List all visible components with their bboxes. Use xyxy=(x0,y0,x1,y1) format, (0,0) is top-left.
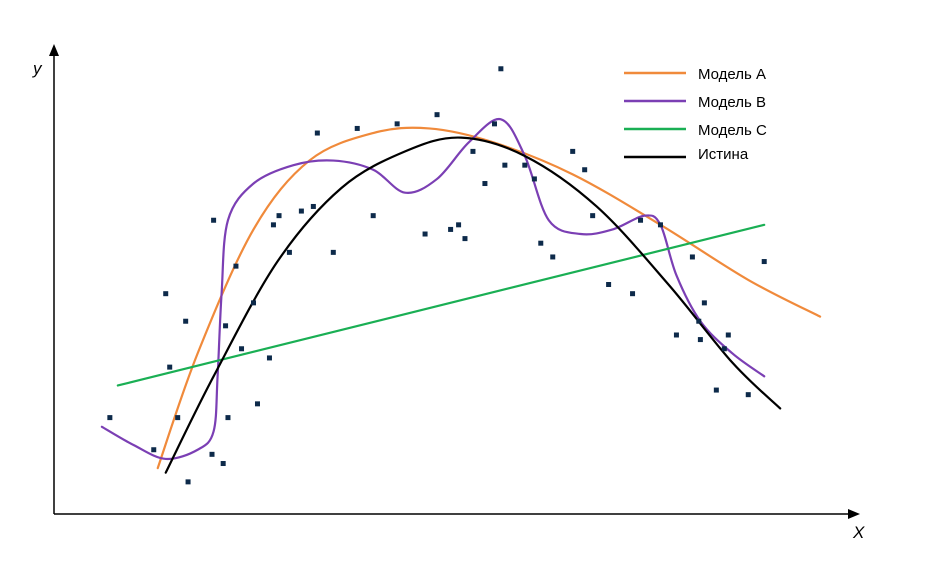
data-point xyxy=(314,130,320,136)
data-point xyxy=(522,162,528,168)
data-point xyxy=(470,148,476,154)
data-point xyxy=(276,213,282,219)
data-point xyxy=(223,323,229,329)
data-point xyxy=(531,176,537,182)
data-point xyxy=(310,203,316,209)
data-point xyxy=(354,125,360,131)
data-point xyxy=(211,217,217,223)
truth-line xyxy=(164,136,782,474)
data-point xyxy=(696,318,702,324)
legend: Модель A Модель B Модель C Истина xyxy=(624,66,767,163)
data-point xyxy=(538,240,544,246)
data-point xyxy=(185,479,191,485)
data-point xyxy=(456,222,462,228)
data-point xyxy=(673,332,679,338)
data-point xyxy=(697,337,703,343)
data-points xyxy=(107,66,767,485)
legend-label-model-b: Модель B xyxy=(698,94,766,111)
data-point xyxy=(422,231,428,237)
data-point xyxy=(330,249,336,255)
data-point xyxy=(725,332,731,338)
data-point xyxy=(590,213,596,219)
model-c-line xyxy=(116,223,766,387)
data-point xyxy=(462,236,468,242)
data-point xyxy=(151,447,157,453)
data-point xyxy=(638,217,644,223)
data-point xyxy=(502,162,508,168)
data-point xyxy=(225,415,231,421)
axes: y X xyxy=(32,44,865,542)
data-point xyxy=(167,364,173,370)
data-point xyxy=(745,392,751,398)
data-point xyxy=(298,208,304,214)
data-point xyxy=(209,451,215,457)
data-point xyxy=(394,121,400,127)
data-point xyxy=(163,291,169,297)
data-point xyxy=(448,226,454,232)
data-point xyxy=(701,300,707,306)
data-point xyxy=(657,222,663,228)
y-axis-arrow xyxy=(49,44,59,56)
data-point xyxy=(721,346,727,352)
data-point xyxy=(491,121,497,127)
data-point xyxy=(183,318,189,324)
data-point xyxy=(498,66,504,72)
data-point xyxy=(713,387,719,393)
data-point xyxy=(550,254,556,260)
data-point xyxy=(107,415,113,421)
legend-label-truth: Истина xyxy=(698,146,749,163)
data-point xyxy=(434,112,440,118)
data-point xyxy=(570,148,576,154)
legend-label-model-a: Модель A xyxy=(698,66,766,83)
data-point xyxy=(482,181,488,187)
data-point xyxy=(689,254,695,260)
data-point xyxy=(220,461,226,467)
y-axis-label: y xyxy=(32,59,43,78)
data-point xyxy=(606,282,612,287)
model-b-line xyxy=(100,118,766,461)
x-axis-label: X xyxy=(852,523,865,542)
x-axis-arrow xyxy=(848,509,860,519)
series-lines xyxy=(100,118,822,474)
data-point xyxy=(239,346,245,352)
data-point xyxy=(254,401,260,407)
model-a-line xyxy=(156,126,822,470)
data-point xyxy=(286,249,292,255)
data-point xyxy=(761,259,767,265)
data-point xyxy=(233,263,239,269)
data-point xyxy=(266,355,272,361)
data-point xyxy=(251,300,256,306)
data-point xyxy=(582,167,588,173)
data-point xyxy=(270,222,276,228)
data-point xyxy=(630,291,636,297)
data-point xyxy=(370,213,376,219)
data-point xyxy=(175,415,181,421)
legend-label-model-c: Модель C xyxy=(698,122,767,139)
